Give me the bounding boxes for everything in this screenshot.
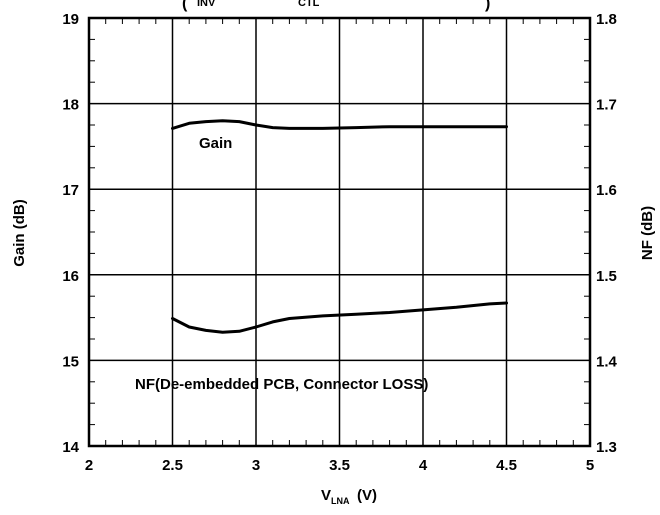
x-tick-label: 4: [419, 457, 428, 474]
y-right-tick-label: 1.8: [596, 11, 617, 28]
plot-frame: [87, 16, 592, 448]
nf-series-line: [171, 301, 508, 334]
title-close-paren: ): [485, 0, 490, 12]
x-tick-label: 2: [85, 457, 93, 474]
x-axis-title-main: V: [321, 487, 331, 504]
title-fragment-ctl: CTL: [298, 0, 320, 9]
y-left-tick-label: 19: [62, 11, 79, 28]
y-right-tick-label: 1.7: [596, 97, 617, 114]
x-axis-title-sub: LNA: [331, 496, 350, 506]
title-fragment-inv: INV: [197, 0, 216, 9]
grid: [89, 18, 590, 446]
x-tick-label: 3: [252, 457, 260, 474]
x-tick-label: 3.5: [329, 457, 350, 474]
x-tick-label: 4.5: [496, 457, 517, 474]
y-right-tick-label: 1.5: [596, 268, 617, 285]
gain-series-line: [171, 119, 508, 130]
y-right-tick-label: 1.4: [596, 353, 618, 370]
x-tick-label: 2.5: [162, 457, 183, 474]
y-left-tick-label: 16: [62, 268, 79, 285]
y-left-tick-label: 15: [62, 353, 79, 370]
nf-series-label: NF(De-embedded PCB, Connector LOSS): [135, 376, 428, 393]
y-left-tick-label: 18: [62, 97, 79, 114]
y-left-tick-label: 14: [62, 439, 79, 456]
y-left-tick-label: 17: [62, 182, 79, 199]
x-axis-title-unit: (V): [357, 487, 377, 504]
x-tick-label: 5: [586, 457, 594, 474]
y-axis-left-title: Gain (dB): [11, 199, 28, 267]
y-axis-right-title: NF (dB): [639, 206, 656, 260]
series-layer: [171, 119, 508, 334]
tick-labels: 2 2.5 3 3.5 4 4.5 5 14 15 16 17 18 19 1.3 1.4 1.5 1.6 1.7…: [62, 11, 617, 474]
gain-series-label: Gain: [199, 135, 232, 152]
y-right-tick-label: 1.6: [596, 182, 617, 199]
y-right-tick-label: 1.3: [596, 439, 617, 456]
title-open-paren: (: [182, 0, 188, 12]
